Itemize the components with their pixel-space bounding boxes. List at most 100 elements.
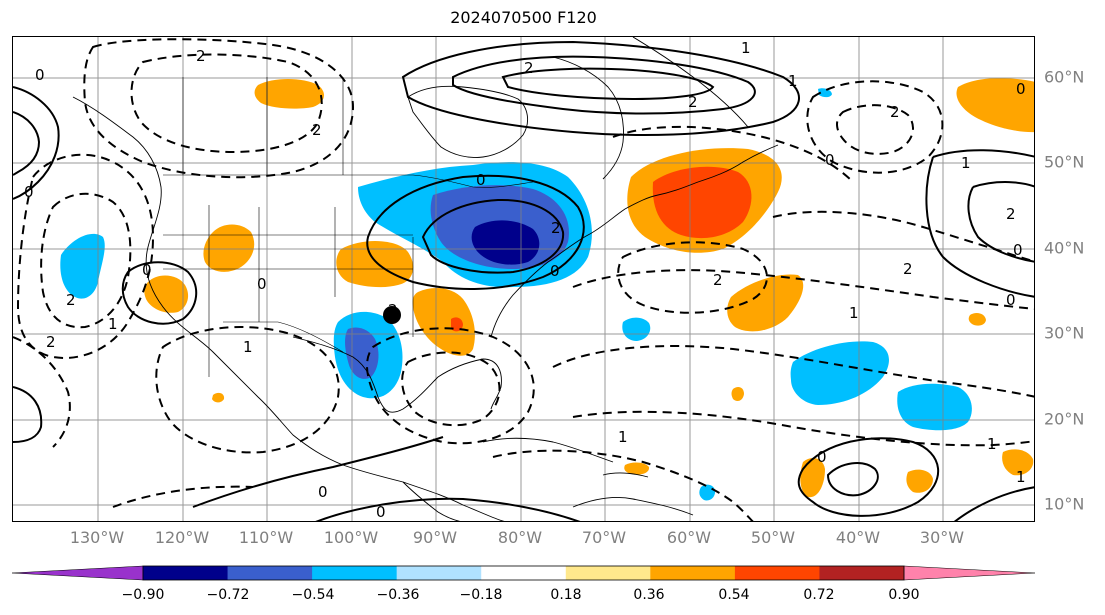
fill-region-tropics-e [731, 386, 744, 402]
contour-ridge-north-core [501, 67, 715, 101]
colorbar-tick-label: 0.18 [550, 587, 582, 603]
colorbar-segment [396, 566, 482, 580]
fill-region-tropics-d [624, 462, 650, 475]
gulf-coast [292, 336, 502, 413]
fill-region-east-atlantic [956, 78, 1034, 133]
fill-region-atlantic-a [790, 341, 889, 405]
fill-region-great-lakes-strong [471, 220, 540, 265]
colorbar-tick-label: −0.18 [459, 587, 503, 603]
colorbar-extend-max [903, 565, 1035, 581]
contour-ridge-north-inner [452, 55, 756, 115]
dash-contour-gulf-low-inner [401, 351, 501, 427]
fill-region-caribbean [699, 484, 716, 501]
contour-california [121, 261, 198, 325]
contour-east-atlantic-high [925, 149, 1034, 298]
us-east-coast [490, 144, 779, 338]
dash-contour-subtropic [552, 345, 1034, 398]
contour-west-pacific [13, 86, 60, 200]
contour-sw-corner [13, 386, 43, 443]
dash-contour-central-atlantic [806, 80, 944, 174]
colorbar-tick-label: −0.54 [291, 587, 335, 603]
lat-label: 10°N [1044, 494, 1085, 514]
contour-label: 0 [257, 275, 267, 293]
contour-label: 1 [987, 435, 997, 453]
contour-label: 1 [741, 39, 751, 57]
colorbar-segments [12, 565, 1035, 581]
colorbar-tick-label: 0.72 [803, 587, 835, 603]
lon-label: 30°W [919, 528, 965, 547]
contour-label: 2 [903, 260, 913, 278]
fill-region-mid-atlantic [727, 274, 804, 332]
negative-anomaly-fills [60, 88, 972, 501]
contour-label: 1 [788, 72, 798, 90]
fill-region-southeast [412, 287, 475, 356]
fill-region-tropics-a [800, 457, 825, 498]
fill-region-atlantic-b [897, 383, 972, 431]
lat-label: 30°N [1044, 323, 1085, 343]
fill-region-tropics-b [906, 469, 933, 493]
colorbar-segment [734, 566, 820, 580]
dash-contour-ne-pacific-inner [130, 53, 323, 154]
colorbar-tick-label: 0.36 [633, 587, 665, 603]
lon-label: 110°W [238, 528, 294, 547]
contour-label: 0 [24, 183, 34, 201]
contour-label: 1 [618, 428, 628, 446]
fill-region-texas-mod [345, 327, 379, 379]
lat-label: 50°N [1044, 152, 1085, 172]
map-canvas: 2 0 0 2 0 2 2 1 0 1 2 0 2 2 2 1 1 2 0 2 … [13, 37, 1034, 521]
fill-region-small-e [968, 312, 986, 326]
colorbar-segment [819, 566, 905, 580]
contour-low-greatlakes-inner [421, 198, 565, 274]
contour-tropic-zero [192, 436, 444, 508]
lat-label: 60°N [1044, 67, 1085, 87]
contour-label: 0 [1016, 80, 1026, 98]
colorbar-segment [481, 566, 567, 580]
fill-region-plains [336, 241, 414, 288]
central-america [402, 481, 461, 521]
fill-region-west-coast [60, 233, 105, 299]
dash-contour-atlantic-low [617, 241, 768, 314]
lon-label: 50°W [750, 528, 796, 547]
colorbar-segment [650, 566, 736, 580]
fill-region-canada [254, 79, 325, 109]
dash-contour-caribbean [492, 449, 754, 521]
contour-label: 0 [142, 261, 152, 279]
lon-label: 80°W [497, 528, 543, 547]
colorbar-frame [142, 565, 905, 581]
dash-contour-atlantic-trough [572, 269, 1034, 310]
contour-label: 1 [849, 304, 859, 322]
contour-label: 2 [1006, 205, 1016, 223]
contour-label: 2 [312, 121, 322, 139]
contour-label: 0 [1013, 241, 1023, 259]
contour-label: 2 [66, 291, 76, 309]
labrador [552, 56, 624, 180]
colorbar-segment [565, 566, 651, 580]
lon-label: 40°W [835, 528, 881, 547]
contour-label: 2 [713, 271, 723, 289]
colorbar-segment [227, 566, 313, 580]
fill-region-small-f [212, 392, 225, 403]
map-panel: 2 0 0 2 0 2 2 1 0 1 2 0 2 2 2 1 1 2 0 2 … [12, 36, 1035, 522]
hudson-bay [407, 85, 529, 158]
contour-label: 0 [318, 483, 328, 501]
fill-region-small-north [818, 88, 832, 98]
contour-label: 0 [825, 151, 835, 169]
contour-label: 0 [817, 448, 827, 466]
colorbar [12, 565, 1035, 581]
coastlines [72, 37, 779, 521]
contour-tropic-south [315, 497, 581, 521]
fill-region-newfoundland-mod [652, 166, 752, 239]
dash-contour-ne-pacific [83, 38, 355, 179]
contour-label: 2 [46, 333, 56, 351]
contour-label: 0 [1006, 291, 1016, 309]
fill-region-california [144, 275, 189, 313]
dash-contour-subtropic-b [572, 410, 1034, 447]
cuba [482, 437, 614, 463]
contour-ridge-north [401, 40, 800, 136]
contour-tropic-high [797, 437, 939, 517]
lat-label: 40°N [1044, 238, 1085, 258]
dash-contour-gulf-low [366, 327, 535, 445]
north-america-west-coast [72, 96, 505, 521]
contour-label: 0 [550, 262, 560, 280]
colorbar-extend-min [12, 565, 144, 581]
